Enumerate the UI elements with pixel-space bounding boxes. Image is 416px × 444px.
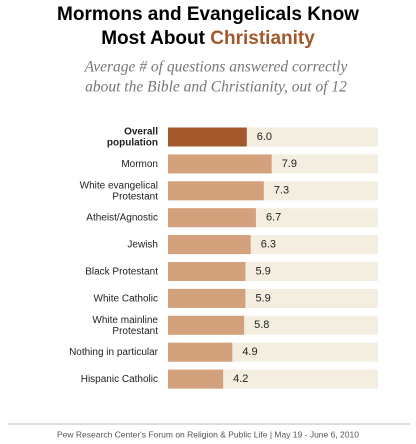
category-label-line: Overall: [124, 126, 158, 137]
category-label: White mainline Protestant: [92, 314, 158, 336]
category-label-line: Nothing in particular: [69, 347, 159, 358]
bar: [168, 208, 256, 228]
chart-title: Most About Christianity: [101, 28, 315, 49]
category-label-line: Atheist/Agnostic: [86, 212, 158, 223]
bar: [168, 235, 251, 255]
value-label: 5.8: [254, 319, 269, 331]
category-label-line: White mainline: [92, 314, 158, 325]
chart-title: Mormons and Evangelicals Know: [57, 4, 359, 25]
value-label: 7.3: [274, 185, 289, 197]
category-label: Black Protestant: [85, 266, 158, 277]
chart-subtitle: about the Bible and Christianity, out of…: [85, 79, 347, 96]
category-label-line: Protestant: [112, 191, 158, 202]
category-label: White Catholic: [94, 293, 158, 304]
category-label-line: Black Protestant: [85, 266, 158, 277]
category-label: Atheist/Agnostic: [86, 212, 158, 223]
value-label: 6.0: [257, 131, 272, 143]
value-label: 5.9: [255, 292, 270, 304]
category-label-line: population: [107, 137, 158, 148]
bar: [168, 127, 247, 147]
category-label-line: Hispanic Catholic: [81, 374, 158, 385]
bar: [168, 181, 264, 201]
chart-subtitle: Average # of questions answered correctl…: [84, 59, 348, 76]
value-label: 4.9: [242, 346, 257, 358]
value-label: 5.9: [255, 265, 270, 277]
bar: [168, 262, 246, 281]
value-label: 6.7: [266, 212, 281, 224]
value-label: 7.9: [282, 158, 297, 170]
value-label: 4.2: [233, 373, 248, 385]
category-label-line: Jewish: [127, 239, 158, 250]
category-label: Nothing in particular: [69, 347, 159, 358]
category-label: Overall population: [107, 126, 158, 148]
category-label-line: Mormon: [121, 159, 158, 170]
category-label-line: Protestant: [112, 325, 158, 336]
bar: [168, 342, 233, 362]
bar: [168, 315, 245, 335]
category-label-line: White Catholic: [94, 293, 158, 304]
chart-title: Most About: [101, 28, 205, 49]
bar: [168, 154, 272, 174]
category-label: Hispanic Catholic: [81, 374, 158, 385]
bar: [168, 369, 224, 389]
category-label: Mormon: [121, 159, 158, 170]
source: Pew Research Center's Forum on Religion …: [57, 429, 359, 439]
category-label-line: White evangelical: [80, 180, 158, 191]
bar: [168, 288, 246, 308]
category-label: White evangelical Protestant: [80, 180, 159, 202]
value-label: 6.3: [261, 239, 276, 251]
category-label: Jewish: [127, 239, 158, 250]
chart-title-highlight: Christianity: [210, 28, 315, 49]
